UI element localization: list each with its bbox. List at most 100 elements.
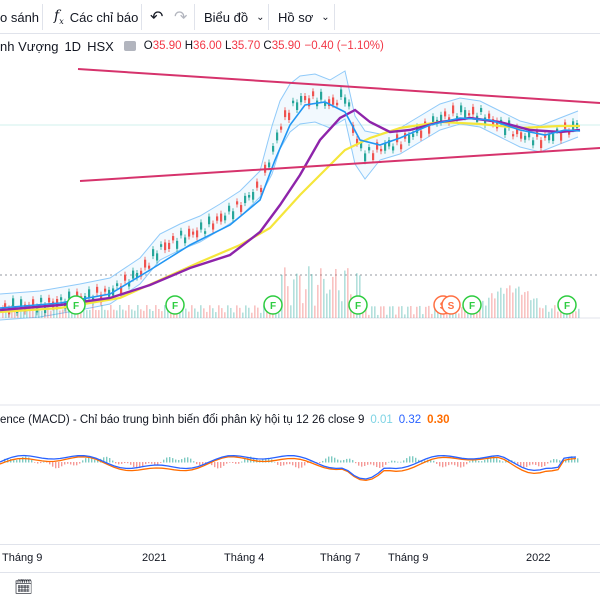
macd-histogram-bar	[178, 459, 180, 463]
volume-bar	[548, 311, 550, 318]
macd-histogram-bar	[520, 462, 522, 467]
volume-bar	[47, 305, 49, 318]
macd-histogram-bar	[67, 462, 69, 464]
macd-histogram-bar	[289, 462, 291, 465]
candle-body	[496, 120, 499, 129]
macd-histogram-bar	[220, 462, 222, 468]
event-marker-label: F	[469, 301, 475, 312]
volume-bar	[218, 305, 220, 318]
candle-body	[204, 231, 207, 234]
symbol-name[interactable]: nh Vượng	[0, 38, 59, 54]
chevron-down-icon: ⌄	[256, 11, 265, 23]
volume-bar	[332, 276, 334, 318]
indicators-button[interactable]: fx Các chỉ báo	[54, 0, 138, 34]
volume-bar	[431, 313, 433, 318]
candle-body	[160, 244, 163, 247]
chart-menu-button[interactable]: Biểu đồ ⌄	[204, 0, 264, 34]
undo-button[interactable]: ↶	[150, 0, 163, 34]
timeframe[interactable]: 1D	[64, 38, 82, 54]
volume-bar	[335, 268, 337, 318]
macd-histogram-bar	[463, 462, 465, 467]
macd-histogram-bar	[295, 462, 297, 468]
macd-histogram-bar	[25, 456, 27, 463]
macd-histogram-bar	[334, 457, 336, 463]
time-tick: Tháng 7	[320, 552, 361, 564]
candle-body	[208, 216, 211, 225]
volume-bar	[368, 314, 370, 318]
candle-body	[504, 128, 507, 136]
candle-body	[548, 133, 551, 141]
macd-histogram-bar	[127, 462, 129, 464]
candle-body	[248, 194, 251, 198]
event-marker-label: F	[172, 301, 178, 312]
volume-bar	[404, 314, 406, 318]
close-label: C	[263, 40, 272, 52]
redo-button[interactable]: ↷	[174, 0, 187, 34]
candle-body	[284, 110, 287, 118]
macd-histogram-bar	[436, 462, 438, 464]
candle-body	[232, 211, 235, 220]
volume-bar	[200, 305, 202, 318]
candle-body	[356, 138, 359, 144]
volume-bar	[464, 305, 466, 318]
macd-histogram-bar	[454, 462, 456, 466]
macd-histogram-bar	[70, 462, 72, 465]
macd-signal-value: 0.30	[427, 414, 450, 426]
time-tick: Tháng 9	[388, 552, 429, 564]
volume-bar	[182, 305, 184, 318]
macd-histogram-bar	[226, 462, 228, 464]
volume-bar	[179, 311, 181, 318]
macd-histogram-bar	[64, 462, 66, 465]
macd-histogram-bar	[493, 456, 495, 463]
macd-histogram-bar	[283, 462, 285, 466]
visibility-icon[interactable]	[123, 41, 136, 51]
volume-bar	[278, 313, 280, 318]
volume-bar	[392, 306, 394, 318]
candle-body	[236, 201, 239, 205]
macd-histogram-bar	[109, 458, 111, 463]
volume-bar	[251, 312, 253, 318]
volume-bar	[212, 308, 214, 318]
volume-bar	[35, 309, 37, 318]
candle-body	[348, 102, 351, 107]
candle-body	[68, 291, 71, 299]
volume-bar	[80, 309, 82, 318]
macd-histogram-bar	[478, 460, 480, 463]
macd-histogram-bar	[343, 459, 345, 463]
volume-bar	[527, 291, 529, 318]
volume-bar	[215, 312, 217, 318]
macd-histogram-bar	[88, 457, 90, 463]
candle-body	[444, 111, 447, 117]
profile-menu-button[interactable]: Hồ sơ ⌄	[278, 0, 330, 34]
event-marker	[462, 295, 482, 315]
macd-histogram-bar	[397, 461, 399, 463]
macd-histogram-bar	[136, 462, 138, 469]
macd-histogram-bar	[442, 462, 444, 468]
volume-bar	[410, 306, 412, 318]
event-marker-label: F	[564, 301, 570, 312]
macd-histogram-bar	[61, 462, 63, 467]
macd-histogram-bar	[49, 462, 51, 465]
volume-bar	[365, 306, 367, 318]
time-axis[interactable]: Tháng 9 2021 Tháng 4 Tháng 7 Tháng 9 202…	[0, 544, 600, 570]
compare-button[interactable]: o sánh	[0, 0, 39, 34]
candle-body	[568, 130, 571, 135]
macd-histogram-bar	[475, 460, 477, 463]
candle-body	[260, 187, 263, 193]
volume-bar	[86, 310, 88, 318]
volume-bar	[551, 308, 553, 318]
macd-histogram-bar	[214, 462, 216, 468]
macd-signal-line	[0, 456, 577, 482]
macd-histogram-bar	[415, 457, 417, 463]
macd-histogram-bar	[307, 462, 309, 464]
macd-histogram-bar	[7, 458, 9, 463]
calendar-goto-icon[interactable]: 🗓	[14, 579, 34, 596]
macd-histogram-bar	[403, 460, 405, 463]
volume-bar	[512, 292, 514, 318]
volume-bar	[203, 308, 205, 318]
exchange: HSX	[87, 38, 114, 54]
macd-title[interactable]: ence (MACD) - Chỉ báo trung bình biến đổ…	[0, 414, 365, 426]
volume-bar	[320, 268, 322, 318]
candle-body	[240, 205, 243, 212]
